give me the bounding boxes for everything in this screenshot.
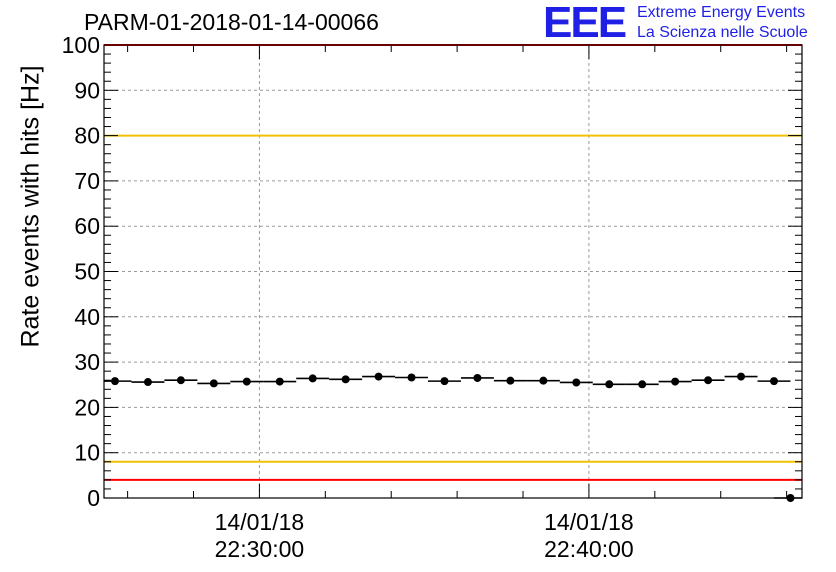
x-tick-label-date: 14/01/18 <box>215 509 305 535</box>
data-point <box>786 494 795 502</box>
y-tick-label: 0 <box>87 485 100 511</box>
logo-line1: Extreme Energy Events <box>637 4 806 21</box>
data-point <box>308 374 317 383</box>
data-point <box>176 376 185 385</box>
y-tick-label: 100 <box>62 32 100 58</box>
data-point <box>110 377 119 386</box>
data-point <box>473 373 482 382</box>
data-point <box>605 380 614 389</box>
data-point <box>341 375 350 384</box>
y-tick-label: 60 <box>74 213 100 239</box>
eee-logo-mark: EEE <box>543 0 627 47</box>
y-tick-label: 20 <box>74 394 100 420</box>
data-point <box>704 376 713 385</box>
data-point <box>275 377 284 386</box>
data-point <box>638 380 647 389</box>
y-tick-label: 10 <box>74 440 100 466</box>
data-point <box>407 373 416 382</box>
data-point <box>539 376 548 385</box>
eee-logo: EEE Extreme Energy Events La Scienza nel… <box>543 0 833 47</box>
logo-line2: La Scienza nelle Scuole <box>637 24 808 41</box>
data-point <box>209 379 218 388</box>
x-tick-label-time: 22:30:00 <box>215 536 305 562</box>
chart-title: PARM-01-2018-01-14-00066 <box>84 9 379 35</box>
y-tick-label: 70 <box>74 168 100 194</box>
data-point <box>242 377 251 386</box>
data-point <box>572 378 581 387</box>
y-tick-label: 50 <box>74 259 100 285</box>
data-point <box>737 372 746 381</box>
data-point <box>671 377 680 386</box>
data-point <box>374 372 383 381</box>
x-tick-label-time: 22:40:00 <box>544 536 634 562</box>
y-tick-label: 40 <box>74 304 100 330</box>
data-point <box>769 377 778 386</box>
data-point <box>143 378 152 387</box>
y-axis-title: Rate events with hits [Hz] <box>16 64 45 348</box>
data-point <box>506 376 515 385</box>
y-tick-label: 30 <box>74 349 100 375</box>
x-tick-label-date: 14/01/18 <box>544 509 634 535</box>
y-tick-label: 90 <box>74 77 100 103</box>
data-point <box>440 377 449 386</box>
y-tick-label: 80 <box>74 123 100 149</box>
